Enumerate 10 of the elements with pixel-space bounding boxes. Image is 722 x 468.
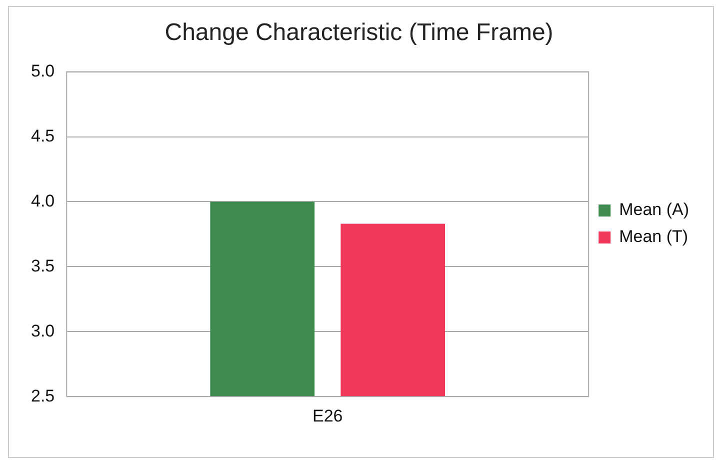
y-tick-label: 5.0 <box>30 61 55 80</box>
y-tick-label: 3.0 <box>30 321 55 340</box>
chart-title: Change Characteristic (Time Frame) <box>164 19 554 46</box>
y-tick-label: 2.5 <box>30 386 55 406</box>
legend-label: Mean (A) <box>619 200 690 220</box>
y-tick-label: 4.0 <box>30 191 55 210</box>
x-tick-label: E26 <box>312 406 343 426</box>
y-tick-label: 4.5 <box>30 126 55 146</box>
legend-label: Mean (T) <box>619 227 688 246</box>
y-tick-label: 3.5 <box>30 256 55 276</box>
